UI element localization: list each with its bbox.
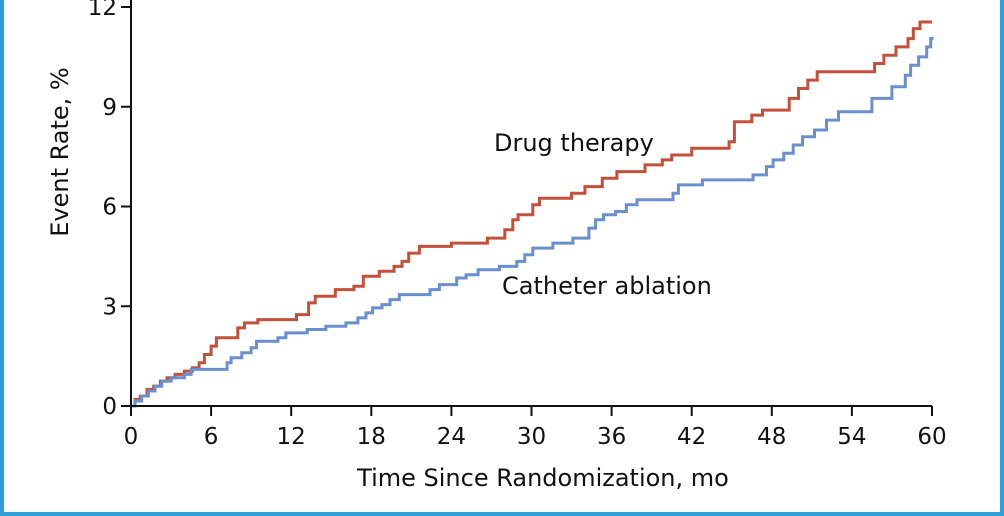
y-axis-title: Event Rate, % — [46, 67, 74, 236]
x-tick-label: 30 — [517, 424, 546, 450]
y-tick-label: 9 — [102, 95, 117, 121]
series-label-drug-therapy: Drug therapy — [494, 129, 654, 157]
series-line-catheter-ablation — [131, 36, 934, 408]
series-line-drug-therapy — [131, 20, 932, 408]
x-axis-title: Time Since Randomization, mo — [356, 464, 729, 492]
y-tick-label: 3 — [102, 294, 117, 320]
x-tick-label: 24 — [437, 424, 466, 450]
x-tick-label: 18 — [357, 424, 386, 450]
x-tick-label: 12 — [277, 424, 306, 450]
x-tick-label: 48 — [757, 424, 786, 450]
axis-layer — [130, 0, 932, 407]
series-label-catheter-ablation: Catheter ablation — [502, 272, 712, 300]
x-tick-label: 0 — [124, 424, 139, 450]
y-tick-label: 12 — [88, 0, 117, 21]
x-tick-label: 42 — [677, 424, 706, 450]
x-tick-label: 54 — [837, 424, 866, 450]
series-layer — [131, 20, 934, 408]
x-tick-label: 36 — [597, 424, 626, 450]
y-tick-label: 0 — [102, 394, 117, 420]
x-tick-label: 60 — [917, 424, 946, 450]
y-tick-label: 6 — [102, 195, 117, 221]
x-tick-label: 6 — [204, 424, 219, 450]
